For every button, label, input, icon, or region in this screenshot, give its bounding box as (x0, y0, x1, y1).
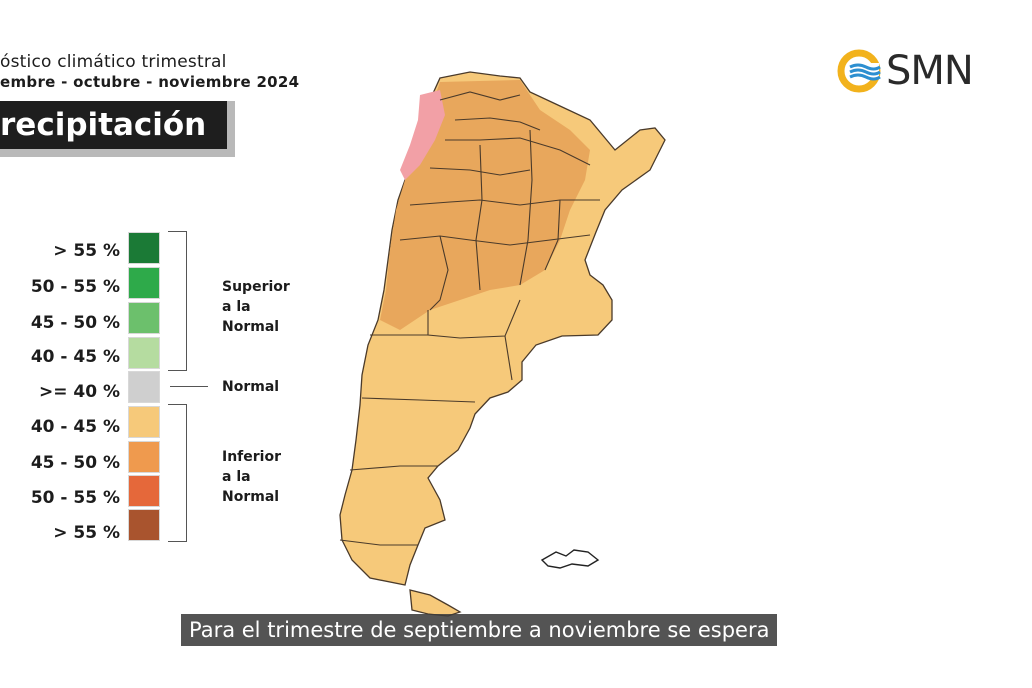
province-boundaries (339, 91, 600, 546)
legend-label: > 55 % (53, 241, 120, 261)
legend-label: 45 - 50 % (30, 453, 120, 473)
legend-swatch (128, 371, 160, 403)
inferior-group-label: Inferior a la Normal (222, 449, 281, 505)
superior-bracket (168, 231, 187, 371)
legend-swatch (128, 337, 160, 369)
tierra-del-fuego (409, 589, 462, 617)
smn-logo-icon (837, 49, 881, 93)
legend-label: 50 - 55 % (30, 277, 120, 297)
pink-zone (400, 90, 445, 180)
legend-swatch (128, 302, 160, 334)
subtitle-caption: Para el trimestre de septiembre a noviem… (181, 614, 778, 646)
legend-label: 45 - 50 % (30, 313, 120, 333)
superior-group-label: Superior a la Normal (222, 279, 290, 335)
legend-label: 40 - 45 % (30, 347, 120, 367)
header-subtitle: embre - octubre - noviembre 2024 (0, 73, 300, 91)
smn-logo: SMN (836, 44, 996, 96)
legend-swatch (128, 441, 160, 473)
variable-banner: recipitación (0, 101, 235, 157)
inferior-bracket (168, 404, 187, 542)
legend-label: 50 - 55 % (30, 488, 120, 508)
header-title: óstico climático trimestral (0, 52, 227, 72)
legend-swatch (128, 232, 160, 264)
legend-swatch (128, 509, 160, 541)
normal-group-label: Normal (222, 379, 280, 395)
legend-label: > 55 % (53, 523, 120, 543)
legend-swatch (128, 406, 160, 438)
normal-connector (170, 386, 208, 387)
malvinas-islands (540, 549, 600, 569)
legend-label: >= 40 % (38, 382, 120, 402)
legend-label: 40 - 45 % (30, 417, 120, 437)
legend-swatch (128, 475, 160, 507)
smn-logo-text: SMN (886, 48, 974, 94)
legend-swatch (128, 267, 160, 299)
